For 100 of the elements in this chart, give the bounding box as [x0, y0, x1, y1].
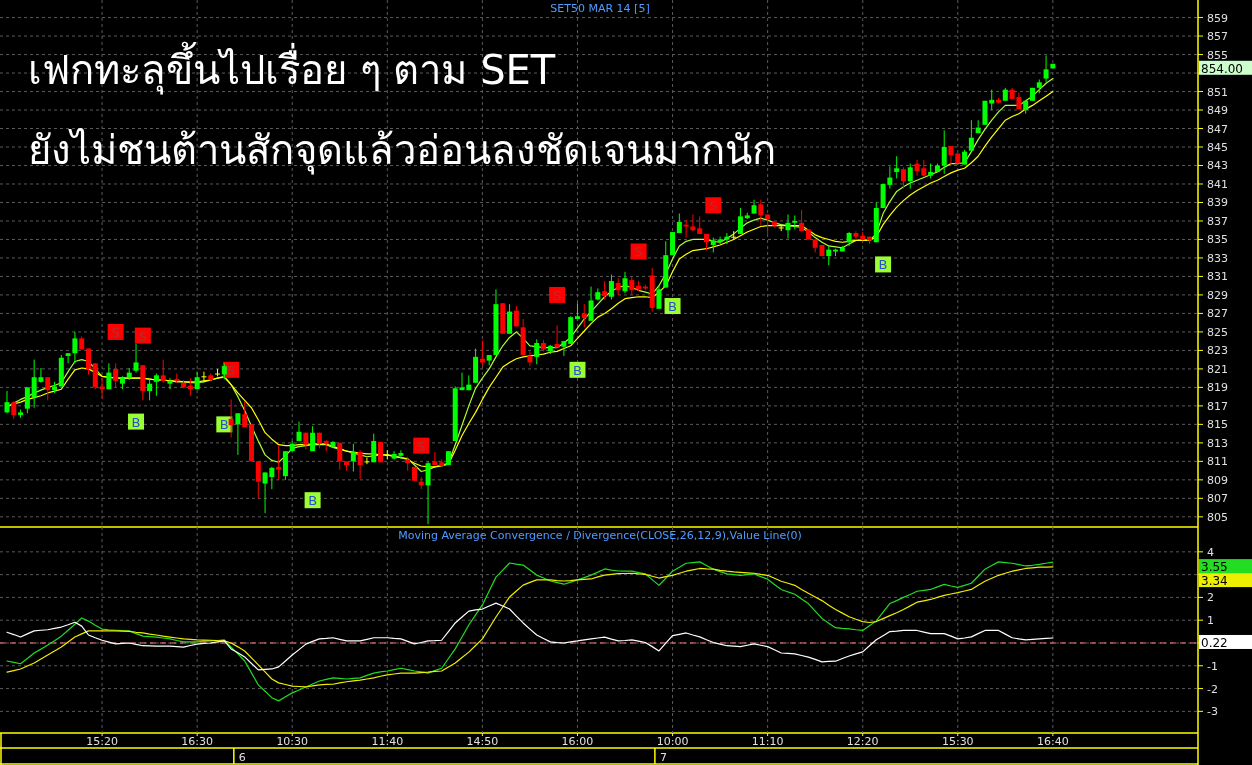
y-tick-label: 859 — [1207, 11, 1228, 25]
candlestick — [907, 163, 913, 190]
y-tick-label: 823 — [1207, 344, 1228, 358]
data-label: S — [552, 287, 562, 303]
y-tick-label: 827 — [1207, 307, 1228, 321]
x-tick-label: 16:40 — [1037, 735, 1069, 748]
data-label: B — [878, 257, 888, 273]
y-tick-label: 815 — [1207, 418, 1228, 432]
line-series — [6, 602, 1054, 671]
y-tick-label: 851 — [1207, 85, 1228, 99]
y-tick-label: 813 — [1207, 436, 1228, 450]
annotation: เฟกทะลุขึ้นไปเรื่อย ๆ ตาม SET — [28, 41, 556, 95]
x-tick-label: 10:30 — [276, 735, 309, 748]
candlestick — [900, 166, 906, 190]
y-tick-label: 847 — [1207, 122, 1228, 136]
x-tick-label: 15:30 — [941, 735, 974, 748]
candlestick — [941, 129, 947, 175]
candlestick — [602, 280, 608, 301]
data-label: B — [308, 493, 318, 509]
text: 6 — [238, 751, 246, 764]
annotation: ยังไม่ชนต้านสักจุดแล้วอ่อนลงชัดเจนมากนัก — [28, 127, 776, 175]
y-tick-label: -1 — [1207, 659, 1218, 673]
y-tick-label: 819 — [1207, 381, 1228, 395]
candlestick — [629, 275, 635, 296]
candlestick — [106, 362, 112, 390]
x-tick-label: 11:10 — [751, 735, 784, 748]
x-tick-label: 12:20 — [846, 735, 879, 748]
candlestick — [527, 350, 533, 367]
data-label: B — [573, 362, 582, 378]
candlestick — [588, 286, 594, 322]
y-tick-label: 817 — [1207, 399, 1228, 413]
candlestick — [968, 119, 974, 152]
candlestick — [826, 244, 832, 266]
y-tick-label: 825 — [1207, 325, 1228, 339]
candlestick — [167, 377, 173, 390]
y-tick-label: 809 — [1207, 473, 1228, 487]
y-tick-label: 841 — [1207, 177, 1228, 191]
y-tick-label: 807 — [1207, 492, 1228, 506]
text: 3.34 — [1201, 574, 1228, 589]
candlestick — [581, 303, 587, 328]
candlestick — [133, 343, 139, 374]
data-label: S — [634, 244, 643, 260]
y-tick-label: -2 — [1207, 682, 1218, 696]
x-tick-label: 15:20 — [86, 735, 118, 748]
candlestick — [201, 371, 207, 383]
text: 854.00 — [1201, 61, 1243, 76]
candlestick — [683, 219, 689, 239]
candlestick — [853, 230, 859, 240]
data-label: S — [226, 362, 236, 378]
candlestick — [276, 445, 282, 481]
data-label: S — [111, 324, 120, 340]
data-label: S — [417, 438, 426, 454]
data-label: B — [668, 299, 678, 315]
candlestick — [350, 443, 356, 473]
data-label: B — [131, 414, 141, 430]
candlestick — [1043, 54, 1049, 83]
candlestick — [507, 303, 513, 335]
candlestick — [364, 457, 370, 465]
y-tick-label: 831 — [1207, 270, 1228, 284]
candlestick — [608, 274, 614, 301]
y-tick-label: 849 — [1207, 104, 1228, 118]
candlestick — [255, 460, 261, 499]
candlestick — [99, 377, 105, 399]
text: 7 — [659, 751, 667, 764]
candlestick — [656, 285, 662, 310]
candlestick — [24, 386, 30, 414]
y-tick-label: 843 — [1207, 159, 1228, 173]
candlestick — [384, 449, 390, 461]
y-tick-label: 855 — [1207, 48, 1228, 62]
candlestick — [160, 359, 166, 384]
candlestick — [153, 373, 159, 397]
y-tick-label: 1 — [1207, 614, 1214, 628]
candlestick — [4, 390, 10, 414]
candlestick — [235, 412, 241, 456]
chart-title: SET50 MAR 14 [5] — [550, 2, 650, 15]
text: 3.55 — [1201, 560, 1228, 575]
candlestick — [228, 398, 234, 438]
x-tick-label: 14:50 — [466, 735, 499, 748]
candlestick — [758, 199, 764, 227]
y-tick-label: 839 — [1207, 196, 1228, 210]
text: 0.22 — [1201, 635, 1228, 650]
candlestick — [894, 155, 900, 179]
y-tick-label: 805 — [1207, 510, 1228, 524]
y-tick-label: 845 — [1207, 141, 1228, 155]
candlestick — [989, 89, 995, 111]
data-label: S — [709, 198, 718, 214]
candlestick — [113, 362, 119, 388]
y-tick-label: 4 — [1207, 545, 1214, 559]
chart-title: Moving Average Convergence / Divergence(CLOSE,26,12,9),Value Line(0) — [398, 529, 802, 542]
candlestick — [676, 213, 682, 234]
candlestick — [357, 449, 363, 480]
x-tick-label: 16:30 — [181, 735, 214, 748]
candlestick — [337, 442, 343, 471]
data-label: B — [219, 417, 229, 433]
y-tick-label: 833 — [1207, 251, 1228, 265]
y-tick-label: 821 — [1207, 362, 1228, 376]
x-tick-label: 16:00 — [561, 735, 594, 748]
y-tick-label: 857 — [1207, 30, 1228, 44]
y-tick-label: -3 — [1207, 705, 1218, 719]
candlestick — [371, 433, 377, 463]
